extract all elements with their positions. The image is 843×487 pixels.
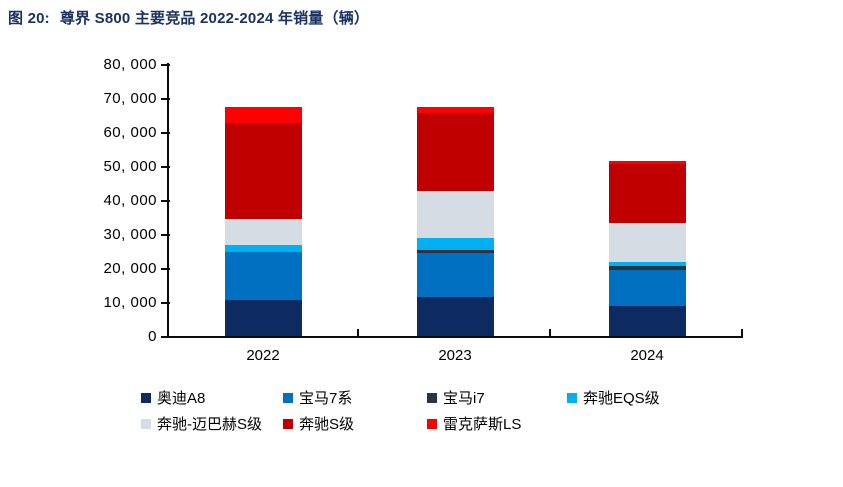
y-axis-tick-label: 0 <box>148 328 157 345</box>
bar-segment-奔驰EQS级 <box>224 244 302 252</box>
legend-label: 奔驰S级 <box>299 416 355 433</box>
x-axis-tick <box>741 329 743 336</box>
legend-label: 奔驰-迈巴赫S级 <box>157 416 263 433</box>
bar-segment-奔驰S级 <box>608 163 686 224</box>
legend-item-雷克萨斯LS: 雷克萨斯LS <box>427 413 567 434</box>
stacked-bar-2023 <box>416 107 494 336</box>
bar-segment-宝马7系 <box>608 270 686 306</box>
x-axis-tick-label: 2022 <box>246 347 280 364</box>
legend-label: 雷克萨斯LS <box>443 416 522 433</box>
y-axis-tick <box>161 336 170 338</box>
bar-segment-奔驰-迈巴赫S级 <box>224 219 302 245</box>
stacked-bar-2024 <box>608 160 686 336</box>
x-axis-line <box>166 336 743 338</box>
bar-segment-宝马7系 <box>224 252 302 300</box>
legend-label: 宝马i7 <box>443 390 485 407</box>
y-axis-tick-label: 40, 000 <box>103 192 157 209</box>
x-axis-tick-label: 2023 <box>438 347 472 364</box>
bar-segment-奔驰S级 <box>416 113 494 191</box>
bar-segment-宝马i7 <box>224 251 302 253</box>
figure-number: 图 20: <box>8 10 50 27</box>
y-axis-tick-label: 30, 000 <box>103 226 157 243</box>
y-axis-tick <box>161 64 170 66</box>
bar-segment-奔驰-迈巴赫S级 <box>416 190 494 239</box>
legend-label: 宝马7系 <box>299 390 353 407</box>
legend-item-奔驰-迈巴赫S级: 奔驰-迈巴赫S级 <box>141 413 283 434</box>
legend-item-奔驰S级: 奔驰S级 <box>283 413 427 434</box>
y-axis-tick-label: 60, 000 <box>103 124 157 141</box>
legend-label: 奔驰EQS级 <box>583 390 660 407</box>
figure-title: 图 20: 尊界 S800 主要竞品 2022-2024 年销量（辆） <box>8 7 369 28</box>
stacked-bar-2022 <box>224 106 302 336</box>
bar-segment-雷克萨斯LS <box>224 106 302 123</box>
y-axis-tick <box>161 166 170 168</box>
x-axis-tick-label: 2024 <box>630 347 664 364</box>
legend-item-奔驰EQS级: 奔驰EQS级 <box>567 387 660 408</box>
y-axis-tick-label: 20, 000 <box>103 260 157 277</box>
y-axis-tick <box>161 200 170 202</box>
y-axis-tick-label: 80, 000 <box>103 56 157 73</box>
y-axis-tick <box>161 268 170 270</box>
figure-title-text: 尊界 S800 主要竞品 2022-2024 年销量（辆） <box>59 10 370 27</box>
y-axis-tick <box>161 98 170 100</box>
bar-segment-宝马i7 <box>608 266 686 271</box>
legend-item-宝马7系: 宝马7系 <box>283 387 427 408</box>
bar-segment-奥迪A8 <box>416 296 494 336</box>
legend-swatch-icon <box>427 418 437 429</box>
bar-segment-奥迪A8 <box>608 305 686 336</box>
legend-swatch-icon <box>141 392 151 403</box>
x-axis-tick <box>357 329 359 336</box>
bar-segment-雷克萨斯LS <box>608 160 686 164</box>
bar-segment-雷克萨斯LS <box>416 107 494 114</box>
chart-legend: 奥迪A8 宝马7系 宝马i7 奔驰EQS级奔驰-迈巴赫S级 奔驰S级 雷克萨斯LS <box>141 387 660 434</box>
y-axis-tick-label: 10, 000 <box>103 294 157 311</box>
legend-item-奥迪A8: 奥迪A8 <box>141 387 283 408</box>
legend-swatch-icon <box>141 418 151 429</box>
legend-swatch-icon <box>283 392 293 403</box>
y-axis-tick <box>161 132 170 134</box>
bar-segment-宝马7系 <box>416 253 494 297</box>
bar-segment-奔驰EQS级 <box>416 238 494 251</box>
legend-swatch-icon <box>567 392 577 403</box>
legend-swatch-icon <box>427 392 437 403</box>
legend-swatch-icon <box>283 418 293 429</box>
legend-label: 奥迪A8 <box>157 390 206 407</box>
y-axis-tick-label: 50, 000 <box>103 158 157 175</box>
bar-segment-奔驰S级 <box>224 122 302 220</box>
x-axis-tick <box>549 329 551 336</box>
bar-segment-奔驰-迈巴赫S级 <box>608 223 686 263</box>
y-axis-tick <box>161 234 170 236</box>
bar-segment-奔驰EQS级 <box>608 262 686 267</box>
legend-item-宝马i7: 宝马i7 <box>427 387 567 408</box>
y-axis-tick <box>161 302 170 304</box>
y-axis-tick-label: 70, 000 <box>103 90 157 107</box>
bar-segment-宝马i7 <box>416 250 494 254</box>
bar-segment-奥迪A8 <box>224 299 302 336</box>
